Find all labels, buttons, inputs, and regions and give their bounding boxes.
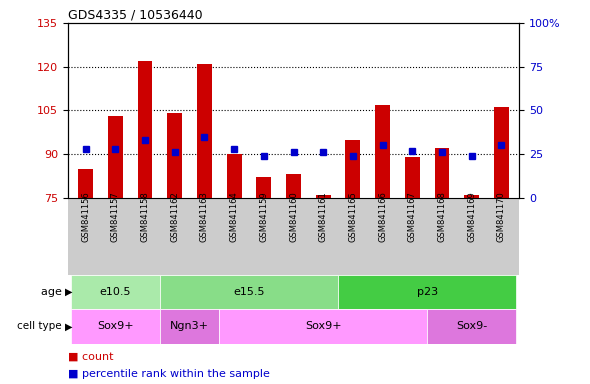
Bar: [219, 309, 427, 344]
Bar: [168, 113, 182, 198]
Text: e15.5: e15.5: [233, 287, 265, 297]
Text: Sox9+: Sox9+: [305, 321, 342, 331]
Bar: [108, 116, 123, 198]
Bar: [137, 61, 152, 198]
Text: ■ percentile rank within the sample: ■ percentile rank within the sample: [68, 369, 270, 379]
Bar: [435, 148, 450, 198]
Text: p23: p23: [417, 287, 438, 297]
Bar: [160, 309, 219, 344]
Bar: [427, 309, 516, 344]
Text: GDS4335 / 10536440: GDS4335 / 10536440: [68, 9, 202, 22]
Bar: [346, 139, 360, 198]
Text: ▶: ▶: [65, 321, 73, 331]
Bar: [78, 169, 93, 198]
Bar: [197, 64, 212, 198]
Text: age: age: [41, 287, 65, 297]
Text: e10.5: e10.5: [100, 287, 131, 297]
Text: Ngn3+: Ngn3+: [170, 321, 209, 331]
Bar: [257, 177, 271, 198]
Bar: [71, 275, 160, 309]
Text: Sox9-: Sox9-: [456, 321, 487, 331]
Text: Sox9+: Sox9+: [97, 321, 134, 331]
Text: cell type: cell type: [17, 321, 65, 331]
Text: ■ count: ■ count: [68, 351, 113, 361]
Bar: [71, 309, 160, 344]
Bar: [316, 195, 330, 198]
Bar: [464, 195, 479, 198]
Bar: [375, 104, 390, 198]
Bar: [338, 275, 516, 309]
Bar: [494, 108, 509, 198]
Bar: [286, 174, 301, 198]
Bar: [160, 275, 338, 309]
Bar: [405, 157, 419, 198]
Bar: [227, 154, 241, 198]
Text: ▶: ▶: [65, 287, 73, 297]
